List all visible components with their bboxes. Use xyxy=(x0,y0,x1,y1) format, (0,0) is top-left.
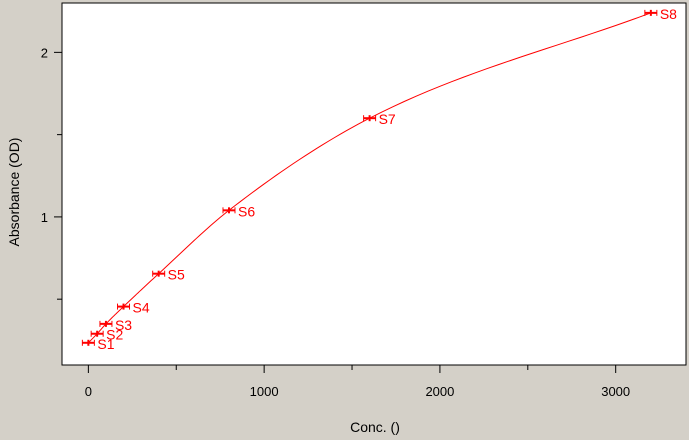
x-tick-label: 3000 xyxy=(601,384,630,399)
x-tick-label: 2000 xyxy=(425,384,454,399)
y-tick-label: 1 xyxy=(41,210,48,225)
x-axis-title: Conc. () xyxy=(350,419,400,435)
data-point-s2: S2 xyxy=(90,327,123,343)
y-axis-title: Absorbance (OD) xyxy=(6,138,22,247)
axes-layer: 0 1000 2000 3000 1 2 xyxy=(41,45,630,399)
plot-area xyxy=(61,2,687,366)
y-tick-label: 2 xyxy=(41,45,48,60)
point-label: S3 xyxy=(115,317,132,333)
data-point-s3: S3 xyxy=(99,317,132,333)
data-point-s7: S7 xyxy=(363,111,396,127)
point-label: S4 xyxy=(133,300,150,316)
data-point-s4: S4 xyxy=(117,300,150,316)
point-label: S7 xyxy=(379,111,396,127)
fit-curve xyxy=(88,12,652,344)
data-point-s1: S1 xyxy=(81,336,115,352)
point-label: S5 xyxy=(168,267,185,283)
point-label: S6 xyxy=(238,203,255,219)
point-label: S8 xyxy=(660,6,677,22)
data-point-s6: S6 xyxy=(222,203,255,219)
x-tick-label: 1000 xyxy=(250,384,279,399)
data-point-s5: S5 xyxy=(152,267,185,283)
x-tick-label: 0 xyxy=(85,384,92,399)
data-point-s8: S8 xyxy=(644,6,677,22)
point-label: S2 xyxy=(106,327,123,343)
fit-curve-layer xyxy=(88,12,652,344)
point-label: S1 xyxy=(97,336,114,352)
